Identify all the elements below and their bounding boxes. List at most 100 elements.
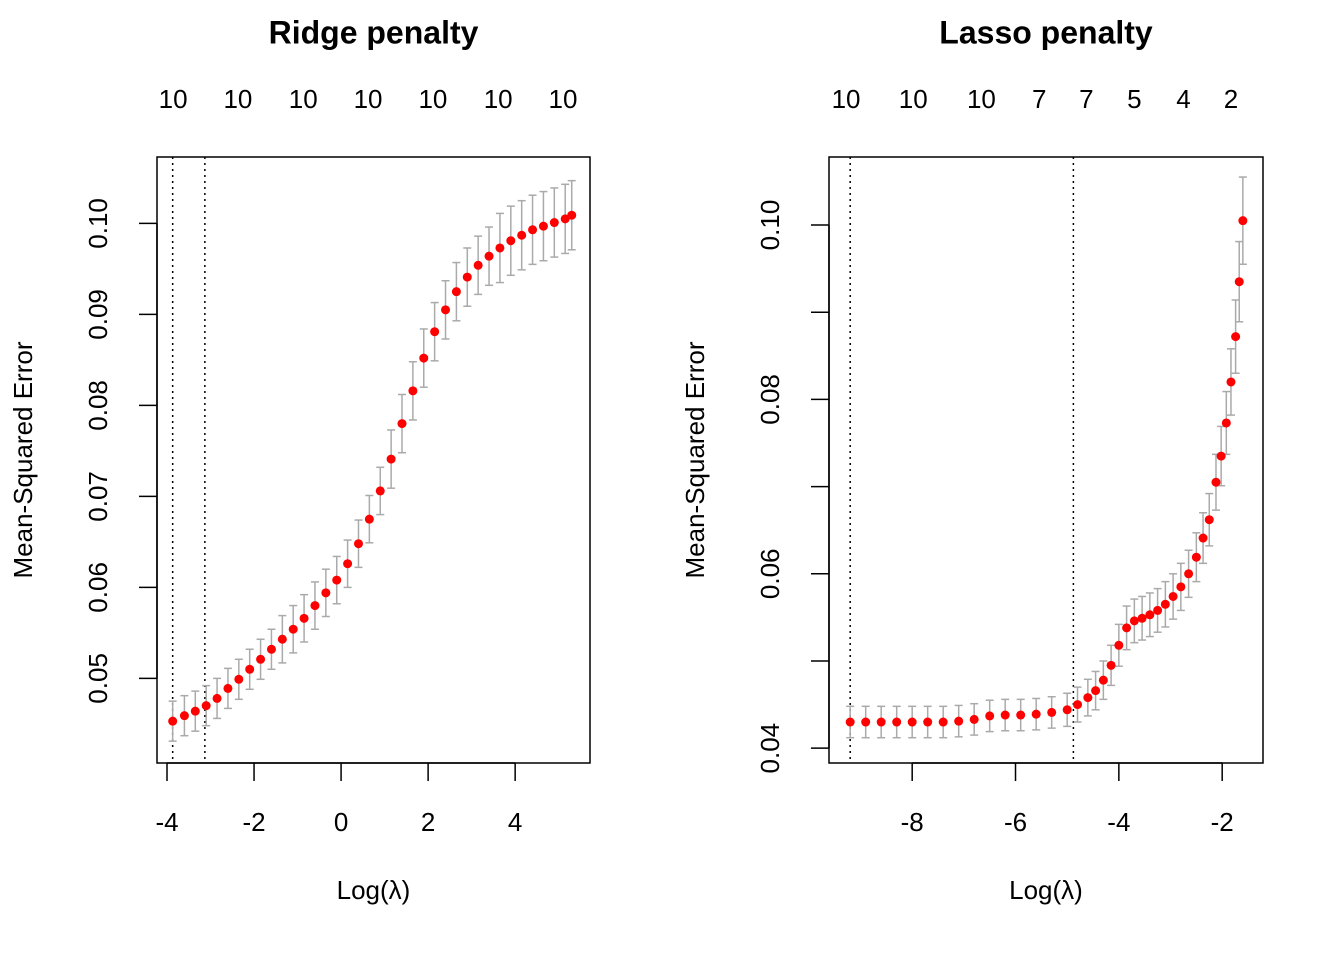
point <box>892 717 902 727</box>
point <box>1091 686 1101 696</box>
point <box>969 714 979 724</box>
point <box>353 539 363 549</box>
point <box>462 272 472 282</box>
point <box>495 243 505 253</box>
x-tick-label: -2 <box>1211 807 1234 837</box>
point <box>1226 377 1236 387</box>
top-tick-label: 10 <box>549 84 578 114</box>
point <box>168 716 178 726</box>
top-tick-label: 4 <box>1176 84 1190 114</box>
point <box>375 486 385 496</box>
point <box>538 221 548 231</box>
point <box>1216 451 1226 461</box>
y-tick-label: 0.06 <box>83 562 113 613</box>
point <box>1160 599 1170 609</box>
point <box>1221 418 1231 428</box>
point <box>484 251 494 261</box>
chart-title: Ridge penalty <box>269 14 479 50</box>
y-tick-label: 0.04 <box>755 723 785 774</box>
top-tick-label: 5 <box>1127 84 1141 114</box>
y-tick-label: 0.08 <box>755 374 785 425</box>
point <box>430 327 440 337</box>
point <box>245 664 255 674</box>
plot-box <box>828 156 1264 764</box>
point <box>861 717 871 727</box>
x-tick-label: -4 <box>1107 807 1130 837</box>
top-tick-label: 10 <box>967 84 996 114</box>
point <box>332 575 342 585</box>
x-tick-label: -8 <box>901 807 924 837</box>
y-tick-label: 0.06 <box>755 548 785 599</box>
point <box>212 693 222 703</box>
x-tick-label: 2 <box>421 807 435 837</box>
y-tick-label: 0.10 <box>83 198 113 249</box>
point <box>1016 710 1026 720</box>
point <box>517 230 527 240</box>
x-tick-label: -6 <box>1004 807 1027 837</box>
point <box>1114 640 1124 650</box>
point <box>397 419 407 429</box>
point <box>288 624 298 634</box>
point <box>408 386 418 396</box>
top-tick-label: 2 <box>1224 84 1238 114</box>
point <box>310 601 320 611</box>
point <box>419 353 429 363</box>
point <box>1191 552 1201 562</box>
point <box>364 514 374 524</box>
point <box>1000 710 1010 720</box>
point <box>528 225 538 235</box>
point <box>938 717 948 727</box>
point <box>1073 700 1083 710</box>
y-tick-label: 0.10 <box>755 200 785 251</box>
x-tick-label: 4 <box>508 807 522 837</box>
top-tick-label: 10 <box>159 84 188 114</box>
point <box>321 588 331 598</box>
point <box>954 716 964 726</box>
point <box>1106 660 1116 670</box>
point <box>1083 693 1093 703</box>
point <box>266 644 276 654</box>
top-tick-label: 7 <box>1079 84 1093 114</box>
point <box>549 218 559 228</box>
point <box>985 711 995 721</box>
point <box>179 711 189 721</box>
point <box>1122 623 1132 633</box>
point <box>1234 277 1244 287</box>
point <box>343 559 353 569</box>
point <box>1198 533 1208 543</box>
top-tick-label: 10 <box>484 84 513 114</box>
point <box>234 674 244 684</box>
y-axis-label: Mean-Squared Error <box>8 341 38 578</box>
chart-title: Lasso penalty <box>939 14 1153 50</box>
y-tick-label: 0.07 <box>83 471 113 522</box>
x-tick-label: 0 <box>334 807 348 837</box>
y-axis-label: Mean-Squared Error <box>680 341 710 578</box>
point <box>190 706 200 716</box>
point <box>277 634 287 644</box>
x-tick-label: -4 <box>155 807 178 837</box>
point <box>1211 477 1221 487</box>
point <box>1047 707 1057 717</box>
top-tick-label: 10 <box>289 84 318 114</box>
point <box>506 236 516 246</box>
y-tick-label: 0.08 <box>83 380 113 431</box>
point <box>1204 515 1214 525</box>
point <box>923 717 933 727</box>
point <box>1184 569 1194 579</box>
point <box>1031 709 1041 719</box>
point <box>567 210 577 220</box>
point <box>386 454 396 464</box>
top-tick-label: 10 <box>223 84 252 114</box>
plot-box <box>156 156 591 764</box>
point <box>201 701 211 711</box>
point <box>1137 613 1147 623</box>
point <box>845 717 855 727</box>
point <box>1168 591 1178 601</box>
point <box>907 717 917 727</box>
point <box>223 683 233 693</box>
top-tick-label: 10 <box>832 84 861 114</box>
point <box>876 717 886 727</box>
point <box>1231 332 1241 342</box>
x-tick-label: -2 <box>242 807 265 837</box>
